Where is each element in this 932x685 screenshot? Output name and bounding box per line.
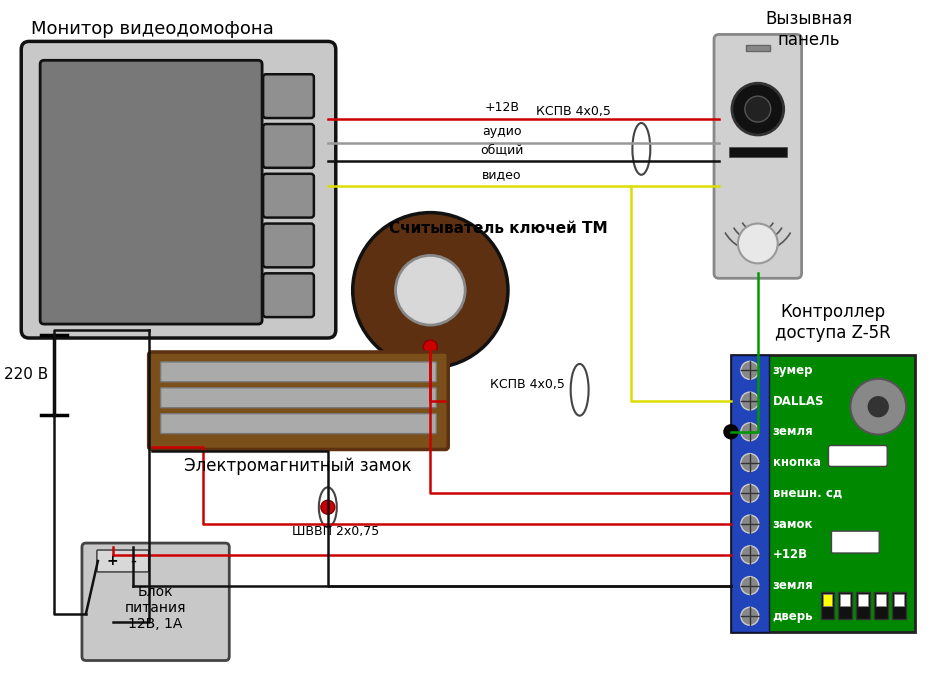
Circle shape xyxy=(741,453,759,471)
FancyBboxPatch shape xyxy=(731,355,769,632)
Circle shape xyxy=(741,362,759,379)
Circle shape xyxy=(352,212,508,368)
FancyBboxPatch shape xyxy=(148,352,448,449)
Circle shape xyxy=(745,96,771,122)
FancyBboxPatch shape xyxy=(874,592,888,619)
Circle shape xyxy=(423,340,437,354)
FancyBboxPatch shape xyxy=(858,594,869,606)
FancyBboxPatch shape xyxy=(160,414,436,434)
FancyBboxPatch shape xyxy=(263,174,314,218)
FancyBboxPatch shape xyxy=(160,388,436,408)
Text: внешн. сд: внешн. сд xyxy=(773,487,842,500)
Circle shape xyxy=(741,515,759,533)
Text: ШВВП 2х0,75: ШВВП 2х0,75 xyxy=(292,525,379,538)
Text: видео: видео xyxy=(482,168,522,181)
Text: замок: замок xyxy=(773,518,813,531)
FancyBboxPatch shape xyxy=(892,592,906,619)
Text: 220 В: 220 В xyxy=(4,367,48,382)
Circle shape xyxy=(741,392,759,410)
FancyBboxPatch shape xyxy=(40,60,262,324)
Circle shape xyxy=(741,577,759,595)
Text: Электромагнитный замок: Электромагнитный замок xyxy=(185,458,412,475)
Circle shape xyxy=(869,397,888,416)
Circle shape xyxy=(724,425,738,439)
Text: -: - xyxy=(130,552,136,570)
FancyBboxPatch shape xyxy=(857,592,870,619)
Text: Контроллер
доступа Z-5R: Контроллер доступа Z-5R xyxy=(774,303,890,342)
FancyBboxPatch shape xyxy=(876,594,886,606)
FancyBboxPatch shape xyxy=(714,34,802,278)
FancyBboxPatch shape xyxy=(160,362,436,382)
Text: КСПВ 4х0,5: КСПВ 4х0,5 xyxy=(490,378,566,391)
Text: Блок
питания
12В, 1А: Блок питания 12В, 1А xyxy=(125,585,186,632)
FancyBboxPatch shape xyxy=(97,550,148,572)
FancyBboxPatch shape xyxy=(841,594,850,606)
FancyBboxPatch shape xyxy=(21,41,336,338)
Text: Вызывная
панель: Вызывная панель xyxy=(765,10,852,49)
Circle shape xyxy=(850,379,906,434)
Circle shape xyxy=(741,608,759,625)
Text: +12В: +12В xyxy=(485,101,519,114)
Circle shape xyxy=(732,83,784,135)
FancyBboxPatch shape xyxy=(263,124,314,168)
FancyBboxPatch shape xyxy=(831,531,879,553)
FancyBboxPatch shape xyxy=(729,147,787,157)
Circle shape xyxy=(741,484,759,502)
FancyBboxPatch shape xyxy=(839,592,853,619)
FancyBboxPatch shape xyxy=(263,223,314,267)
Text: КСПВ 4х0,5: КСПВ 4х0,5 xyxy=(536,105,611,118)
Text: земля: земля xyxy=(773,425,814,438)
FancyBboxPatch shape xyxy=(894,594,904,606)
Text: +12В: +12В xyxy=(773,548,808,561)
FancyBboxPatch shape xyxy=(82,543,229,660)
Text: дверь: дверь xyxy=(773,610,814,623)
Text: Считыватель ключей ТМ: Считыватель ключей ТМ xyxy=(389,221,608,236)
FancyBboxPatch shape xyxy=(823,594,832,606)
FancyBboxPatch shape xyxy=(820,592,834,619)
Text: Монитор видеодомофона: Монитор видеодомофона xyxy=(32,21,274,38)
Circle shape xyxy=(738,223,777,263)
FancyBboxPatch shape xyxy=(263,273,314,317)
Text: зумер: зумер xyxy=(773,364,814,377)
Text: общий: общий xyxy=(480,143,524,156)
FancyBboxPatch shape xyxy=(746,45,770,51)
Text: кнопка: кнопка xyxy=(773,456,821,469)
FancyBboxPatch shape xyxy=(829,445,887,466)
Text: +: + xyxy=(107,554,118,568)
FancyBboxPatch shape xyxy=(263,74,314,118)
FancyBboxPatch shape xyxy=(731,355,915,632)
Circle shape xyxy=(741,546,759,564)
Text: аудио: аудио xyxy=(482,125,522,138)
Text: земля: земля xyxy=(773,579,814,592)
Circle shape xyxy=(321,500,335,514)
Circle shape xyxy=(741,423,759,440)
Circle shape xyxy=(395,256,465,325)
Text: DALLAS: DALLAS xyxy=(773,395,824,408)
